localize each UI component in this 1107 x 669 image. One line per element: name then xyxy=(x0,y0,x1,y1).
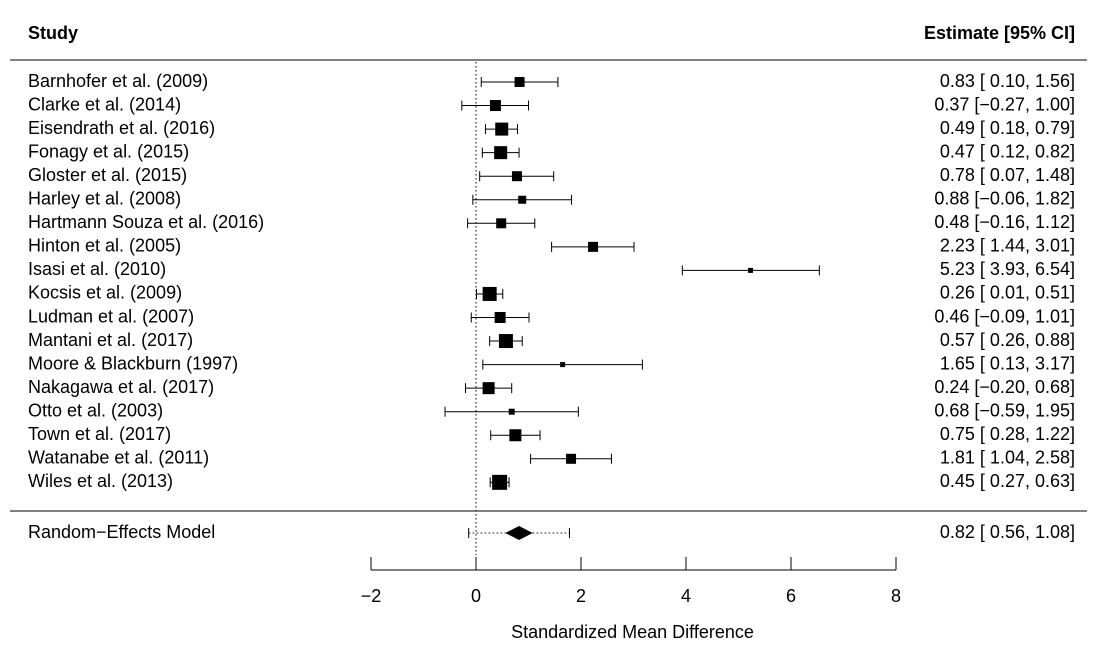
study-marker xyxy=(508,408,515,415)
study-marker xyxy=(518,195,527,204)
study-label: Nakagawa et al. (2017) xyxy=(28,377,214,397)
estimate-label: 0.47 [ 0.12, 0.82] xyxy=(940,141,1075,161)
estimate-label: 0.75 [ 0.28, 1.22] xyxy=(940,424,1075,444)
x-tick-label: 2 xyxy=(576,586,586,606)
study-label: Moore & Blackburn (1997) xyxy=(28,353,238,373)
study-label: Isasi et al. (2010) xyxy=(28,259,166,279)
study-marker xyxy=(496,218,507,229)
study-marker xyxy=(489,100,501,112)
x-tick-label: 6 xyxy=(786,586,796,606)
estimate-label: 0.49 [ 0.18, 0.79] xyxy=(940,118,1075,138)
study-label: Watanabe et al. (2011) xyxy=(28,448,209,468)
estimate-label: 1.65 [ 0.13, 3.17] xyxy=(940,353,1075,373)
estimate-label: 0.48 [−0.16, 1.12] xyxy=(934,212,1075,232)
study-marker xyxy=(492,474,508,490)
study-marker xyxy=(514,77,525,87)
estimate-label: 0.46 [−0.09, 1.01] xyxy=(934,306,1075,326)
x-tick-label: 4 xyxy=(681,586,691,606)
study-marker xyxy=(482,286,497,301)
study-label: Clarke et al. (2014) xyxy=(28,94,181,114)
study-label: Harley et al. (2008) xyxy=(28,189,181,209)
study-label: Gloster et al. (2015) xyxy=(28,165,187,185)
study-label: Otto et al. (2003) xyxy=(28,400,163,420)
study-label: Hartmann Souza et al. (2016) xyxy=(28,212,264,232)
study-marker xyxy=(495,122,509,136)
study-marker xyxy=(482,382,495,395)
study-label: Ludman et al. (2007) xyxy=(28,306,194,326)
study-label: Barnhofer et al. (2009) xyxy=(28,71,208,91)
study-label: Wiles et al. (2013) xyxy=(28,471,173,491)
x-tick-label: 0 xyxy=(471,586,481,606)
study-marker xyxy=(511,171,522,182)
summary-diamond xyxy=(505,526,533,540)
study-label: Kocsis et al. (2009) xyxy=(28,283,182,303)
study-marker xyxy=(494,312,506,323)
estimate-label: 0.88 [−0.06, 1.82] xyxy=(934,189,1075,209)
estimate-label: 0.24 [−0.20, 0.68] xyxy=(934,377,1075,397)
estimate-label: 0.26 [ 0.01, 0.51] xyxy=(940,283,1075,303)
x-axis-label: Standardized Mean Difference xyxy=(511,622,754,642)
study-label: Hinton et al. (2005) xyxy=(28,236,181,256)
x-tick-label: 8 xyxy=(891,586,901,606)
estimate-label: 0.57 [ 0.26, 0.88] xyxy=(940,330,1075,350)
x-tick-label: −2 xyxy=(361,586,382,606)
estimate-label: 0.37 [−0.27, 1.00] xyxy=(934,94,1075,114)
study-label: Fonagy et al. (2015) xyxy=(28,141,189,161)
study-label: Eisendrath et al. (2016) xyxy=(28,118,215,138)
estimate-label: 1.81 [ 1.04, 2.58] xyxy=(940,448,1075,468)
estimate-label: 0.68 [−0.59, 1.95] xyxy=(934,400,1075,420)
estimate-label: 2.23 [ 1.44, 3.01] xyxy=(940,236,1075,256)
study-marker xyxy=(509,429,522,442)
study-marker xyxy=(748,267,754,273)
study-marker xyxy=(566,453,577,464)
study-label: Mantani et al. (2017) xyxy=(28,330,193,350)
header-estimate: Estimate [95% CI] xyxy=(924,23,1075,43)
estimate-label: 0.78 [ 0.07, 1.48] xyxy=(940,165,1075,185)
estimate-label: 0.45 [ 0.27, 0.63] xyxy=(940,471,1075,491)
study-marker xyxy=(494,146,508,160)
summary-estimate-label: 0.82 [ 0.56, 1.08] xyxy=(940,522,1075,542)
estimate-label: 5.23 [ 3.93, 6.54] xyxy=(940,259,1075,279)
study-label: Town et al. (2017) xyxy=(28,424,171,444)
study-marker xyxy=(560,362,566,368)
summary-label: Random−Effects Model xyxy=(28,522,215,542)
header-study: Study xyxy=(28,23,78,43)
study-marker xyxy=(588,241,599,252)
study-marker xyxy=(498,334,513,349)
estimate-label: 0.83 [ 0.10, 1.56] xyxy=(940,71,1075,91)
